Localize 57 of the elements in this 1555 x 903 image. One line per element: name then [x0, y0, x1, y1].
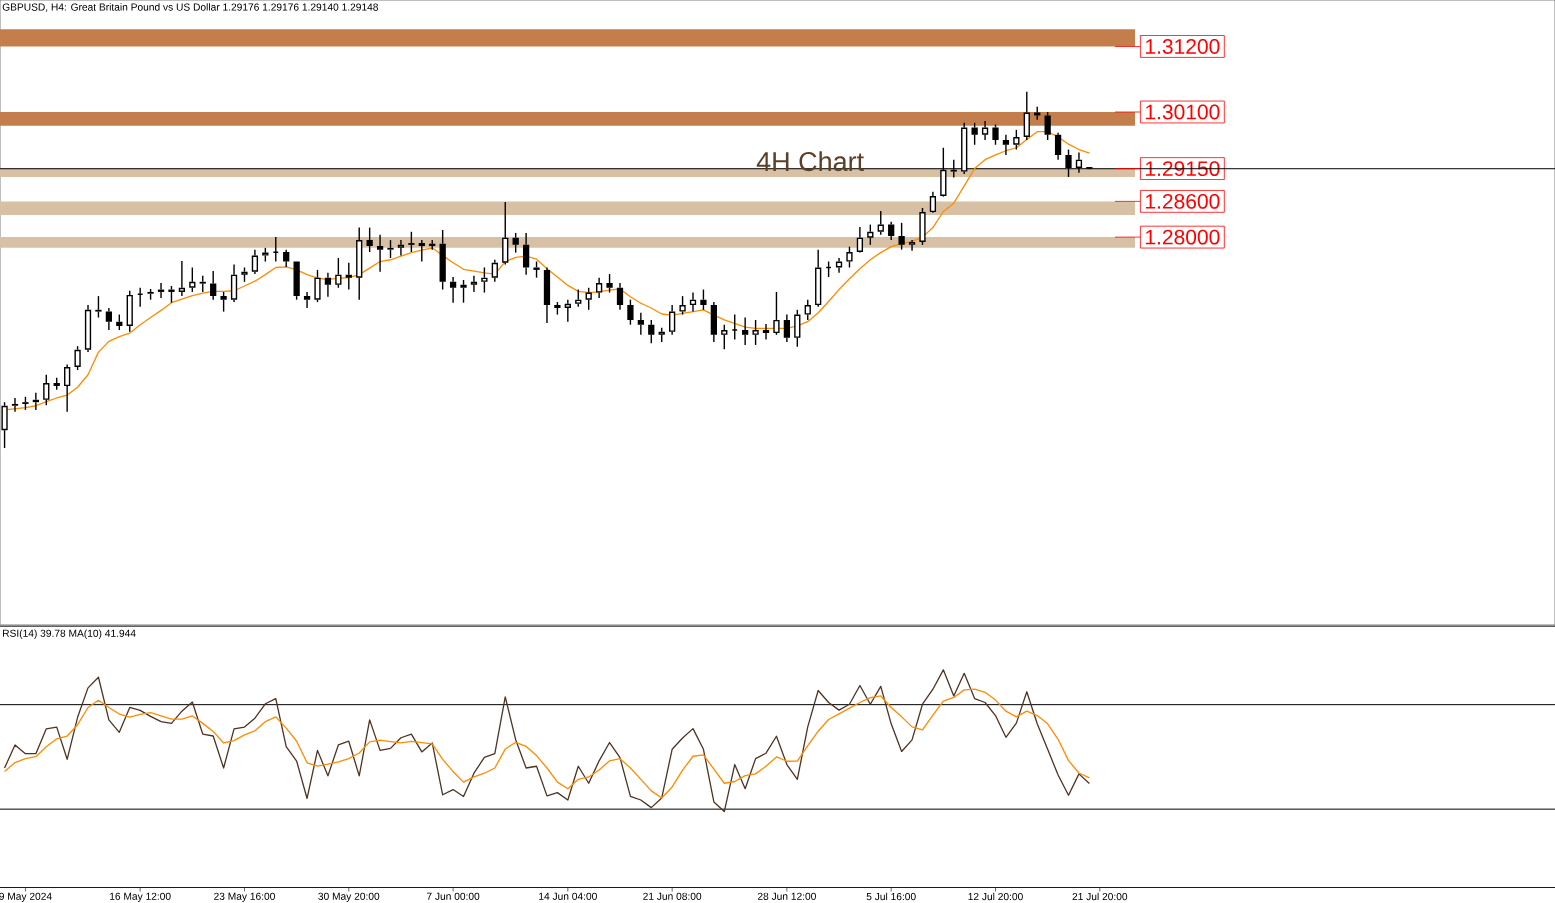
x-tick-label: 7 Jun 00:00 [426, 892, 480, 900]
chart-title: RSI(14) 39.78 MA(10) 41.944 [3, 629, 136, 639]
candlestick [564, 298, 571, 323]
candlestick [929, 191, 937, 213]
candlestick [64, 363, 71, 413]
candlestick [376, 234, 384, 273]
candlestick [157, 282, 165, 299]
candlestick [856, 226, 864, 253]
y-tick-label: 1.28600 [1146, 193, 1220, 209]
candlestick [324, 272, 332, 298]
candlestick [596, 276, 603, 299]
candlestick [522, 232, 530, 276]
candlestick [835, 257, 843, 274]
x-tick-label: 21 Jun 08:00 [643, 892, 702, 900]
candlestick [491, 259, 498, 283]
candlestick [762, 323, 770, 341]
x-tick-label: 30 May 20:00 [318, 892, 380, 902]
candlestick [449, 276, 457, 304]
x-tick-label: 5 Jul 16:00 [866, 892, 916, 901]
chart-title: GBPUSD, H4: Great Britain Pound vs US Dollar 1.29176 1.29176 1.29140 1.29148 [2, 3, 379, 12]
candlestick [908, 239, 916, 252]
candlestick [637, 312, 644, 336]
x-tick-label: 12 Jul 20:00 [968, 892, 1023, 901]
annotation: 4H Chart [756, 151, 864, 172]
candlestick [32, 391, 39, 411]
candlestick [543, 266, 551, 324]
x-tick-label: 14 Jun 04:00 [539, 892, 597, 900]
candlestick [178, 260, 186, 297]
candlestick [418, 239, 425, 263]
candlestick [1054, 132, 1062, 161]
candlestick [251, 248, 259, 275]
candlestick [397, 239, 405, 257]
candlestick [783, 313, 791, 343]
x-tick-label: 28 Jun 12:00 [757, 892, 816, 900]
candlestick [710, 301, 717, 343]
y-tick-label: 1.31200 [1146, 39, 1220, 54]
candlestick [742, 316, 749, 346]
candlestick [981, 120, 989, 141]
candlestick [230, 263, 238, 303]
y-tick-label: 1.28000 [1146, 229, 1220, 245]
candlestick [303, 291, 311, 309]
candlestick [84, 304, 92, 353]
candlestick [210, 270, 217, 301]
candlestick [888, 220, 895, 241]
candlestick [616, 282, 624, 311]
candlestick [669, 304, 676, 336]
candlestick [470, 275, 478, 293]
y-tick-label: 1.30100 [1146, 104, 1220, 120]
x-tick-label: 23 May 16:00 [214, 892, 275, 902]
candlestick [105, 307, 112, 331]
candlestick [1002, 133, 1010, 156]
candlestick [689, 291, 697, 313]
x-tick-label: 9 May 2024 [0, 892, 52, 902]
candlestick [815, 248, 822, 308]
x-tick-label: 16 May 12:00 [110, 892, 171, 902]
x-tick-label: 21 Jul 20:00 [1072, 892, 1128, 901]
candlestick [11, 397, 19, 413]
